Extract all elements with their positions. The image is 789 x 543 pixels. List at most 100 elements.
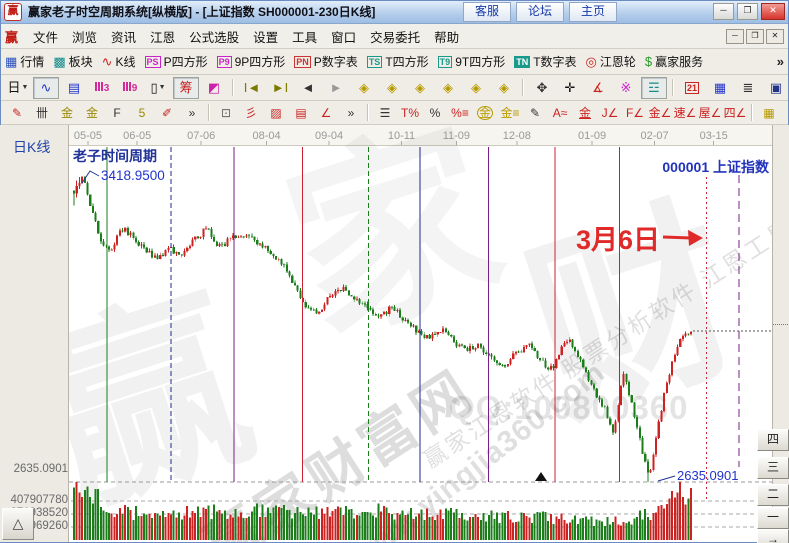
percent-retrace-button[interactable]: T% (398, 103, 422, 122)
menu-item-9[interactable]: 帮助 (434, 30, 460, 45)
menu-item-0[interactable]: 文件 (33, 30, 59, 45)
winner-service[interactable]: $ 赢家服务 (645, 53, 703, 70)
t9-square[interactable]: T9 9T四方形 (437, 53, 505, 70)
t-square[interactable]: TS T四方形 (366, 53, 429, 70)
zoom-in-x-button[interactable]: ◈ (435, 77, 461, 99)
chevrons-icon: » (188, 105, 196, 120)
wave-abc-button[interactable]: A≈ (548, 103, 572, 122)
gold-grid1-button[interactable]: 金 (55, 103, 79, 122)
scroll-left-button[interactable]: ◈ (351, 77, 377, 99)
crosshair-button[interactable]: ✛ (557, 77, 583, 99)
pen-ruler-button[interactable]: ✐ (155, 103, 179, 122)
gold-circle-button[interactable]: 金 (473, 103, 497, 122)
angle-gold-button[interactable]: 金∠ (648, 103, 672, 122)
home-button[interactable]: 主页 (569, 1, 617, 22)
menu-item-8[interactable]: 交易委托 (370, 30, 421, 45)
angle-fan-button[interactable]: ∠ (314, 103, 338, 122)
next-bar-button[interactable]: ► (323, 77, 349, 99)
gann-wheel[interactable]: ◎ 江恩轮 (586, 53, 636, 70)
marker-pen-button[interactable]: ✎ (523, 103, 547, 122)
panel-arrow-button[interactable]: → (757, 529, 789, 543)
trend-channel-button[interactable]: ∠ (782, 103, 789, 122)
split-four-button[interactable]: 四 (757, 429, 789, 451)
calculator-button[interactable]: ▦ (707, 77, 733, 99)
spiral5-button[interactable]: 5 (130, 103, 154, 122)
minimize-button[interactable]: ─ (713, 3, 734, 20)
split-two-button[interactable]: 二 (757, 484, 789, 506)
percent-lines-button[interactable]: %≡ (448, 103, 472, 122)
fibo-grid-button[interactable]: F (105, 103, 129, 122)
kline-view[interactable]: ∿ K线 (102, 53, 136, 70)
square-tool-button[interactable]: ⊡ (214, 103, 238, 122)
info-panel-button[interactable]: ▤ (61, 77, 87, 99)
compress-y-button[interactable]: ◈ (463, 77, 489, 99)
expand-panel-button[interactable]: △ (2, 508, 34, 540)
percent-button[interactable]: % (423, 103, 447, 122)
main-toolbar: ▦ 行情 ▩ 板块 ∿ K线 PS P四方形 P9 9P四方形 PN P数字表 TS T四方形 T9 9T四方… (0, 49, 789, 75)
p-square[interactable]: PS P四方形 (144, 53, 208, 70)
market-quotes[interactable]: ▦ 行情 (5, 53, 44, 70)
menu-item-4[interactable]: 公式选股 (189, 30, 240, 45)
pan-tool-button[interactable]: ✥ (529, 77, 555, 99)
expand-y-button[interactable]: ◈ (491, 77, 517, 99)
first-page-button[interactable]: I◄ (239, 77, 265, 99)
menu-item-6[interactable]: 工具 (292, 30, 318, 45)
minute3-chart-button[interactable]: 3 (89, 77, 115, 99)
chip-distribution-button[interactable]: 筹 (173, 76, 199, 99)
notes-button[interactable]: ≣ (735, 77, 761, 99)
intraday-chart-button[interactable]: ∿ (33, 76, 59, 99)
menu-item-2[interactable]: 资讯 (111, 30, 137, 45)
period-day-button[interactable]: 日 ▼ (5, 77, 31, 99)
draw-more1-button[interactable]: » (180, 103, 204, 122)
zoom-out-x-button[interactable]: ◈ (407, 77, 433, 99)
volume-profile-button[interactable]: ◩ (201, 77, 227, 99)
toolbar-overflow[interactable]: » (776, 54, 784, 69)
angle-tool-button[interactable]: ∡ (585, 77, 611, 99)
menu-item-3[interactable]: 江恩 (150, 30, 176, 45)
p9-square[interactable]: P9 9P四方形 (216, 53, 285, 70)
calendar-button[interactable]: 21 (679, 77, 705, 99)
mdi-minimize-button[interactable]: ─ (726, 28, 744, 44)
grid-lines-button[interactable]: 卌 (30, 103, 54, 122)
chart-panel[interactable]: 赢家财富网 www.yingjia360.com QQ:100800360 赢家江恩软… (68, 125, 773, 542)
kline-chart[interactable]: 05-05 06-05 07-06 08-04 09-04 10-11 11-09 12-08… (69, 125, 772, 542)
gold-grid2-button[interactable]: 金 (80, 103, 104, 122)
candle-style-button[interactable]: ▯ ▼ (145, 77, 171, 99)
sector-blocks[interactable]: ▩ 板块 (53, 53, 92, 70)
restore-button[interactable]: ❐ (737, 3, 758, 20)
angle-four-button[interactable]: 四∠ (723, 103, 747, 122)
angle-speed-button[interactable]: 速∠ (673, 103, 697, 122)
mdi-system-icon[interactable]: 赢 (5, 29, 19, 45)
draw-pen-button[interactable]: ✎ (5, 103, 29, 122)
gold-underline-button[interactable]: 金 (573, 103, 597, 122)
gann-square-button[interactable]: ※ (613, 77, 639, 99)
prev-bar-button[interactable]: ◄ (295, 77, 321, 99)
close-button[interactable]: ✕ (761, 3, 785, 20)
last-page-button[interactable]: ►I (267, 77, 293, 99)
angle-f-button[interactable]: F∠ (623, 103, 647, 122)
gann-grid-button[interactable]: ▦ (757, 103, 781, 122)
mdi-close-button[interactable]: ✕ (766, 28, 784, 44)
mdi-restore-button[interactable]: ❐ (746, 28, 764, 44)
gold-lines-button[interactable]: 金≡ (498, 103, 522, 122)
split-one-button[interactable]: 一 (757, 507, 789, 529)
menu-item-7[interactable]: 窗口 (331, 30, 357, 45)
fan-lines-button[interactable]: 彡 (239, 103, 263, 122)
price-scale-button[interactable]: ☰ (373, 103, 397, 122)
draw-more2-button[interactable]: » (339, 103, 363, 122)
menu-item-1[interactable]: 浏览 (72, 30, 98, 45)
menu-item-5[interactable]: 设置 (253, 30, 279, 45)
save-button[interactable]: ▣ (763, 77, 789, 99)
forum-button[interactable]: 论坛 (516, 1, 564, 22)
box-grid-button[interactable]: ▤ (289, 103, 313, 122)
angle-j-button[interactable]: J∠ (598, 103, 622, 122)
box-fan-button[interactable]: ▨ (264, 103, 288, 122)
angle-house-button[interactable]: 屋∠ (698, 103, 722, 122)
p-number-table[interactable]: PN P数字表 (294, 53, 358, 70)
minute9-chart-button[interactable]: 9 (117, 77, 143, 99)
scroll-right-button[interactable]: ◈ (379, 77, 405, 99)
split-three-button[interactable]: 三 (757, 457, 789, 479)
smart-analysis-button[interactable]: ☲ (641, 76, 667, 99)
t-number-table[interactable]: TN T数字表 (514, 53, 577, 70)
service-button[interactable]: 客服 (463, 1, 511, 22)
